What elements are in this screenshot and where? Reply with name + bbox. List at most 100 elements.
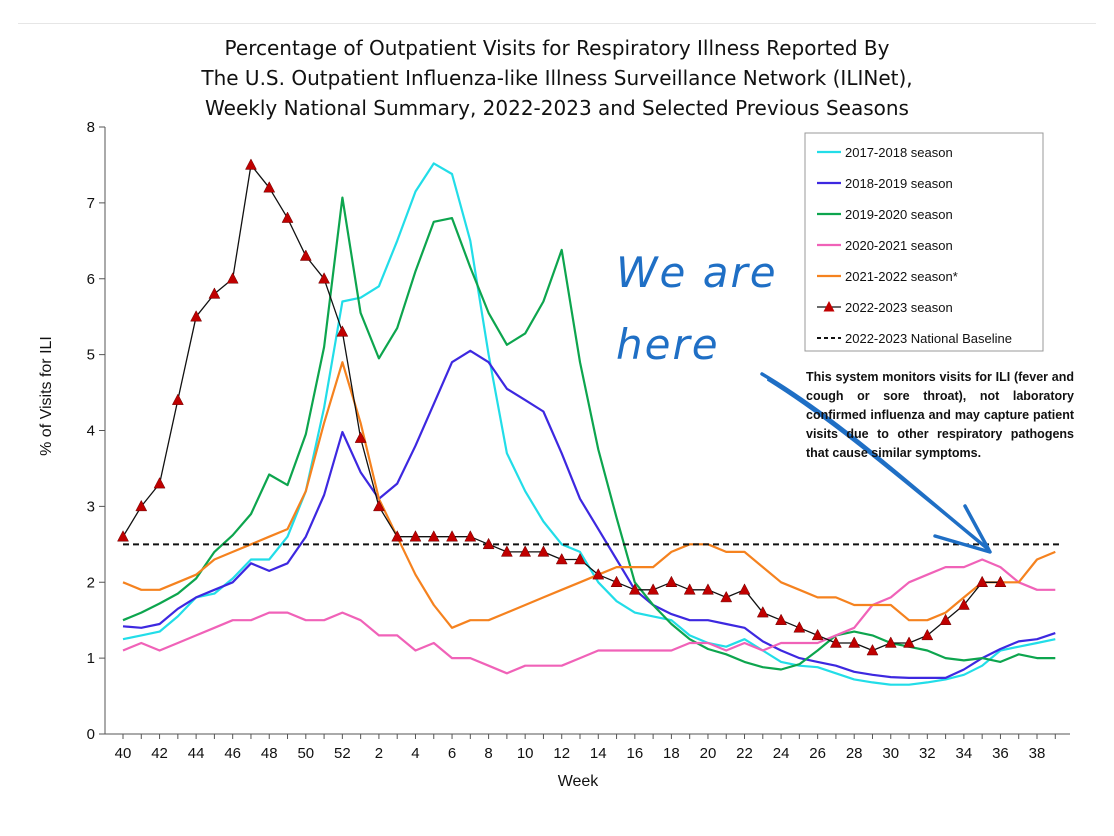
annotation-arrow: [760, 372, 992, 554]
x-tick-label: 6: [448, 745, 456, 762]
season-2022-2023-point: [245, 158, 257, 170]
season-2022-2023-point: [683, 583, 696, 595]
season-2022-2023-point: [939, 613, 952, 625]
season-2022-2023-point: [281, 211, 294, 223]
x-tick-label: 4: [411, 745, 419, 762]
annotation-here: here: [616, 320, 720, 369]
season-2022-2023-point: [464, 530, 477, 542]
season-2022-2023-point: [373, 499, 385, 512]
season-2022-2023-point: [263, 181, 276, 193]
y-tick-labels: 0 1 2 3 4 5 6 7 8: [87, 119, 95, 743]
legend-label: 2018-2019 season: [845, 176, 953, 191]
chart-legend: 2017-2018 season 2018-2019 season 2019-202…: [804, 132, 1044, 352]
legend-label: 2019-2020 season: [845, 207, 953, 222]
x-tick-label: 38: [1029, 745, 1046, 762]
x-tick-label: 10: [517, 745, 534, 762]
x-tick-label: 26: [809, 745, 826, 762]
season-2022-2023-point: [848, 636, 861, 648]
annotation-arrow-shaft-second-stroke: [767, 379, 986, 547]
x-tick-label: 42: [151, 745, 168, 762]
x-tick-label: 2: [375, 745, 383, 762]
x-tick-label: 44: [188, 745, 205, 762]
top-divider: [18, 23, 1096, 24]
y-tick-label: 6: [87, 271, 95, 288]
y-tick-label: 7: [87, 195, 95, 212]
season-2022-2023-point: [903, 636, 915, 648]
series-line-2018-2019-season: [122, 349, 1056, 680]
season-2022-2023-point: [884, 636, 897, 648]
season-2022-2023-point: [226, 272, 239, 284]
chart-title-line-3: Weekly National Summary, 2022-2023 and S…: [205, 96, 909, 120]
season-2022-2023-point: [574, 552, 586, 565]
x-tick-label: 48: [261, 745, 278, 762]
season-2022-2023-point: [628, 583, 641, 595]
season-2022-2023-point: [976, 575, 989, 587]
season-2022-2023-point: [793, 621, 806, 633]
series-line-2020-2021-season: [122, 558, 1056, 675]
y-tick-label: 8: [87, 119, 95, 136]
season-2022-2023-point: [994, 575, 1007, 587]
chart-title: Percentage of Outpatient Visits for Resp…: [0, 33, 1114, 123]
chart-title-line-1: Percentage of Outpatient Visits for Resp…: [224, 36, 890, 60]
x-tick-label: 32: [919, 745, 936, 762]
season-2022-2023-point: [153, 477, 166, 489]
season-2022-2023-point: [665, 575, 678, 587]
x-axis-label: Week: [558, 773, 600, 790]
season-2022-2023-point: [537, 545, 550, 557]
y-tick-label: 4: [87, 423, 95, 440]
season-2022-2023-point: [702, 583, 714, 595]
y-tick-label: 2: [87, 574, 95, 591]
x-tick-label: 30: [882, 745, 899, 762]
legend-box: [804, 132, 1044, 352]
season-2022-2023-point: [866, 643, 879, 656]
season-2022-2023-point: [299, 249, 312, 261]
season-2022-2023-point: [336, 325, 349, 337]
x-tick-label: 34: [956, 745, 973, 762]
legend-label: 2022-2023 season: [845, 300, 953, 315]
season-2022-2023-markers: [117, 158, 1007, 656]
ili-disclaimer-note: This system monitors visits for ILI (fev…: [806, 370, 1074, 460]
y-tick-label: 0: [87, 726, 95, 743]
x-tick-label: 50: [297, 745, 314, 762]
legend-label: 2021-2022 season*: [845, 269, 958, 284]
season-2022-2023-point: [957, 598, 970, 610]
season-2022-2023-point: [647, 583, 660, 595]
legend-label: 2020-2021 season: [845, 238, 953, 253]
y-tick-label: 3: [87, 498, 95, 515]
x-tick-label: 16: [626, 745, 643, 762]
x-tick-labels: 40 42 44 46 48 50 52 2 4 6 8 10 12 14 16 18 20 22 24 26 28 30…: [115, 745, 1046, 762]
x-tick-label: 18: [663, 745, 680, 762]
season-2022-2023-point: [190, 310, 203, 322]
chart-axes: [99, 126, 1070, 739]
legend-label: 2017-2018 season: [845, 145, 953, 160]
season-2022-2023-point: [775, 613, 787, 625]
annotation-we-are: We are: [616, 248, 778, 297]
season-2022-2023-point: [482, 537, 495, 550]
x-tick-label: 40: [115, 745, 132, 762]
season-2022-2023-point: [391, 530, 404, 542]
season-2022-2023-point: [610, 575, 623, 587]
season-2022-2023-point: [756, 606, 769, 618]
x-tick-label: 46: [224, 745, 241, 762]
season-2022-2023-point: [720, 590, 733, 603]
y-tick-label: 5: [87, 347, 95, 364]
season-2022-2023-point: [830, 636, 842, 648]
legend-label: 2022-2023 National Baseline: [845, 331, 1012, 346]
x-tick-label: 8: [484, 745, 492, 762]
season-2022-2023-point: [409, 530, 422, 542]
annotation-arrow-head: [933, 504, 992, 554]
season-2022-2023-point: [500, 545, 513, 557]
season-2022-2023-point: [921, 628, 934, 641]
chart-title-line-2: The U.S. Outpatient Influenza-like Illne…: [201, 66, 913, 90]
series-line-2021-2022-season: [122, 361, 1056, 629]
season-2022-2023-point: [117, 530, 129, 542]
season-2022-2023-point: [427, 530, 440, 542]
series-line-2019-2020-season: [122, 196, 1056, 671]
y-tick-label: 1: [87, 650, 95, 667]
x-tick-label: 52: [334, 745, 351, 762]
x-tick-label: 12: [553, 745, 570, 762]
season-2022-2023-point: [171, 393, 184, 405]
season-2022-2023-point: [738, 583, 751, 595]
season-2022-2023-point: [135, 499, 148, 512]
